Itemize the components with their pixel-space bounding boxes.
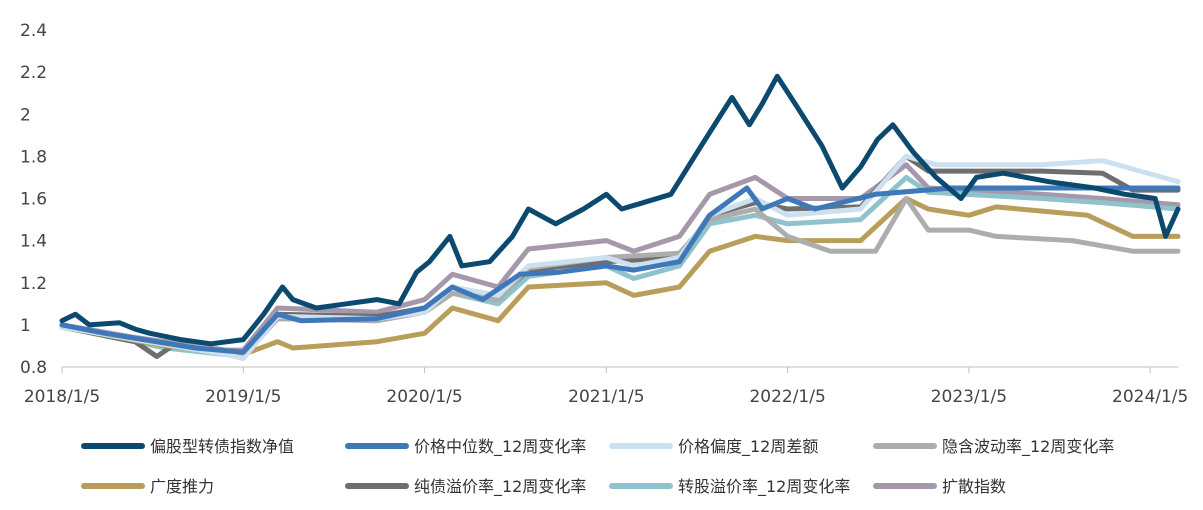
x-tick-label: 2024/1/5 bbox=[1112, 387, 1188, 407]
x-tick-label: 2021/1/5 bbox=[568, 387, 644, 407]
x-tick-label: 2019/1/5 bbox=[205, 387, 281, 407]
series-line-2 bbox=[59, 185, 1181, 355]
x-axis-ticks: 2018/1/5 2019/1/5 2020/1/5 2021/1/5 2022/1/5… bbox=[24, 367, 1188, 407]
x-tick-label: 2022/1/5 bbox=[749, 387, 825, 407]
x-tick-label: 2020/1/5 bbox=[386, 387, 462, 407]
y-tick-label: 1 bbox=[20, 316, 31, 336]
legend-label: 隐含波动率_12周变化率 bbox=[942, 437, 1114, 457]
y-tick-label: 2 bbox=[20, 105, 31, 125]
series-line-8 bbox=[59, 162, 1181, 353]
series-line-1 bbox=[59, 73, 1181, 347]
y-tick-label: 1.2 bbox=[20, 274, 47, 294]
y-axis-ticks: 0.8 1 1.2 1.4 1.6 1.8 2 2.2 2.4 bbox=[20, 21, 47, 378]
legend-label: 价格偏度_12周差额 bbox=[678, 437, 818, 457]
y-tick-label: 0.8 bbox=[20, 358, 47, 378]
legend: 偏股型转债指数净值 价格中位数_12周变化率 价格偏度_12周差额 隐含波动率_12周… bbox=[81, 437, 1114, 497]
legend-label: 偏股型转债指数净值 bbox=[150, 437, 294, 456]
legend-label: 纯债溢价率_12周变化率 bbox=[414, 477, 586, 497]
series-lines bbox=[59, 73, 1181, 362]
y-tick-label: 1.6 bbox=[20, 190, 47, 210]
y-tick-label: 2.4 bbox=[20, 21, 47, 41]
series-line-4 bbox=[59, 196, 1181, 355]
y-tick-label: 1.8 bbox=[20, 147, 47, 167]
y-tick-label: 1.4 bbox=[20, 232, 47, 252]
legend-label: 广度推力 bbox=[150, 477, 214, 496]
x-tick-label: 2018/1/5 bbox=[24, 387, 100, 407]
legend-label: 价格中位数_12周变化率 bbox=[414, 437, 586, 457]
x-tick-label: 2023/1/5 bbox=[931, 387, 1007, 407]
y-tick-label: 2.2 bbox=[20, 63, 47, 83]
series-line-5 bbox=[59, 196, 1181, 357]
legend-label: 转股溢价率_12周变化率 bbox=[678, 477, 850, 497]
legend-label: 扩散指数 bbox=[942, 477, 1006, 496]
